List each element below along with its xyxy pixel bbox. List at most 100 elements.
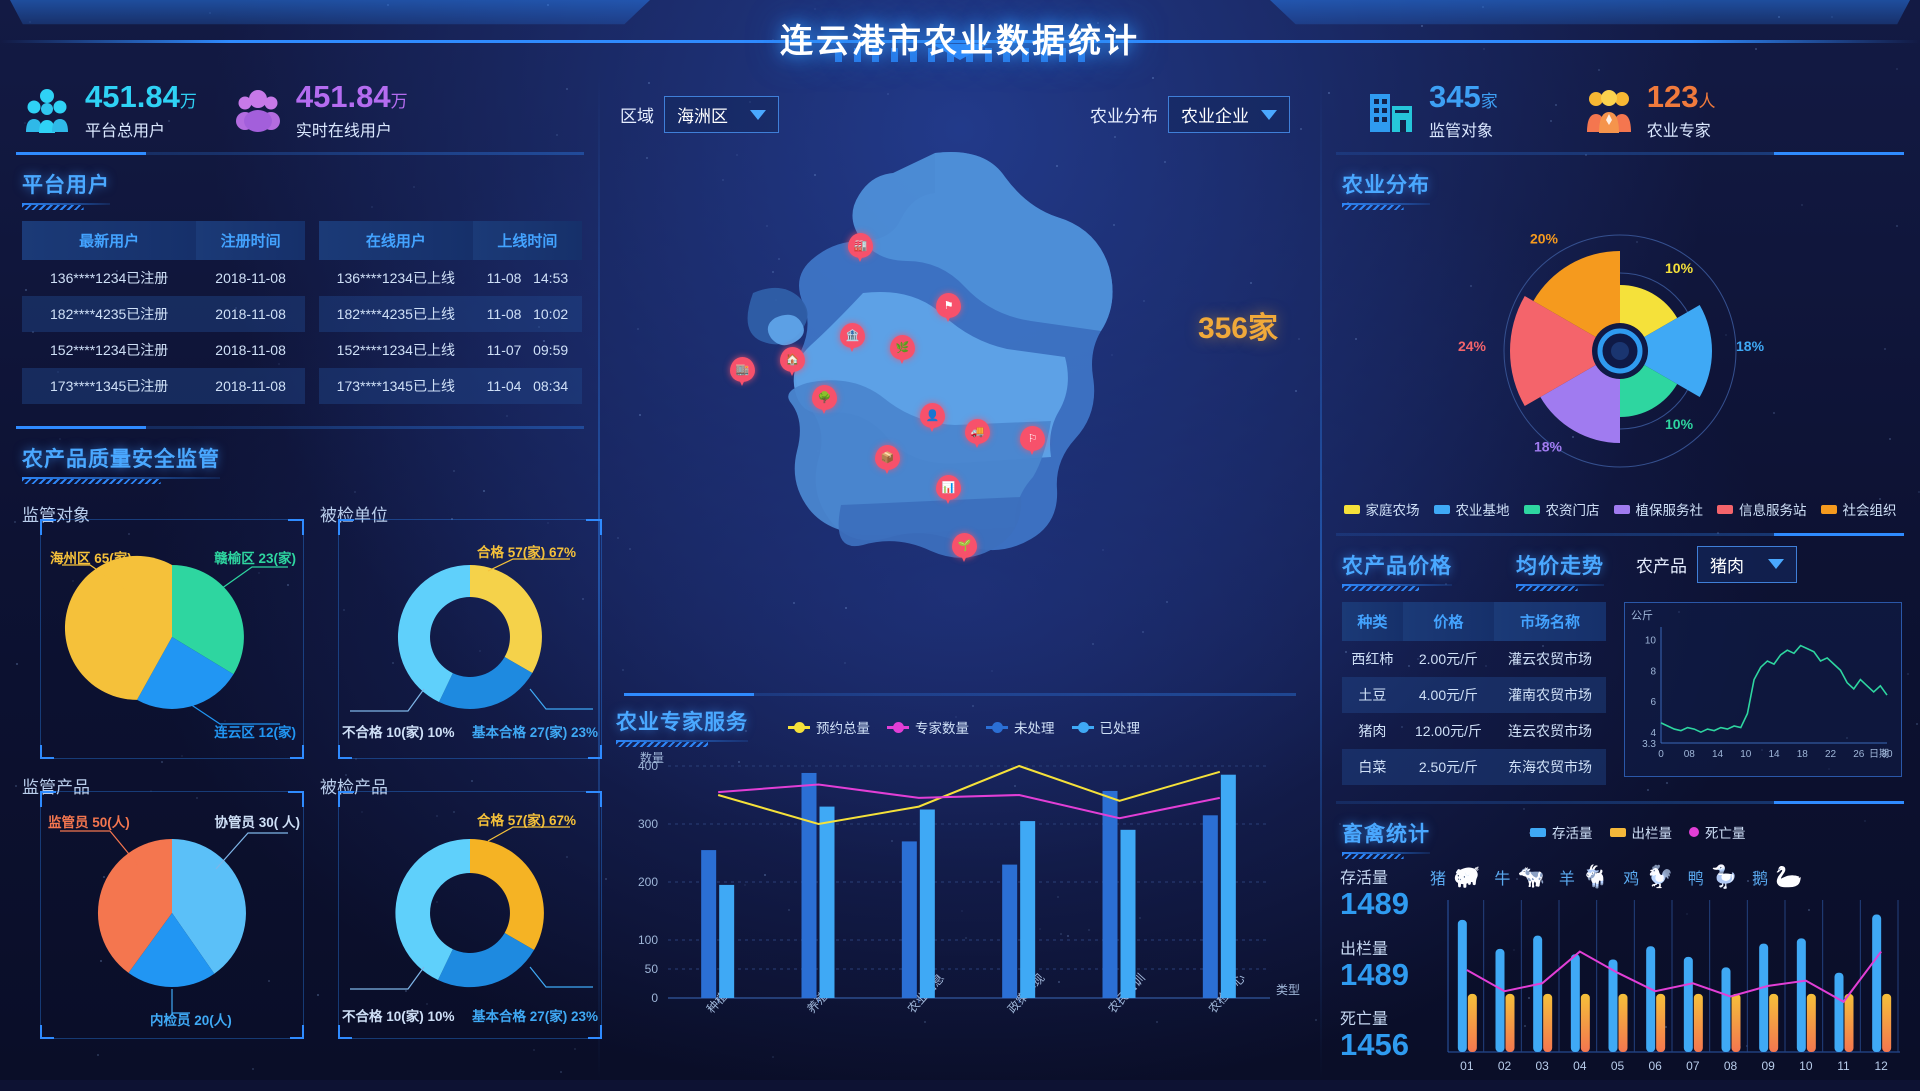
trend-product-dropdown[interactable]: 猪肉 [1697, 546, 1797, 583]
animal-pig-icon[interactable]: 猪 🐖 [1430, 864, 1480, 890]
region-control: 区域 海洲区 [620, 96, 779, 133]
legend-marker [788, 726, 810, 729]
table-row: 白菜 2.50元/斤 东海农贸市场 [1342, 749, 1606, 785]
pie-label-lianyun: 连云区 12(家) [214, 721, 296, 741]
price-table: 种类 价格 市场名称 西红柿 2.00元/斤 灌云农贸市场 土豆 4.00元/斤… [1342, 602, 1606, 785]
trend-product-value: 猪肉 [1710, 552, 1744, 577]
page-title: 连云港市农业数据统计 [780, 14, 1140, 62]
right-kpi-row: 345家 监管对象 123人 农业专家 [1320, 72, 1920, 150]
svg-text:10: 10 [1645, 635, 1657, 646]
cell-user: 173****1345已上线 [319, 368, 473, 404]
legend-label: 出栏量 [1632, 822, 1673, 842]
expert-service-chart: 数量400300200100500类型种植养殖农业信息政策体现农民培训农检中心 [610, 748, 1310, 1078]
distribution-dropdown[interactable]: 农业企业 [1168, 96, 1290, 133]
svg-text:09: 09 [1761, 1059, 1775, 1073]
livestock-stat-label: 出栏量 [1340, 935, 1430, 959]
truck-icon[interactable]: 🚚 [965, 419, 990, 451]
cell-user: 173****1345已注册 [22, 368, 196, 404]
goat-icon: 🐐 [1582, 864, 1609, 890]
legend-label: 专家数量 [915, 717, 969, 737]
cell-time: 2018-11-08 [196, 296, 304, 332]
svg-text:6: 6 [1650, 697, 1656, 708]
svg-text:20%: 20% [1530, 231, 1559, 247]
pie-label-ganyu: 赣榆区 23(家) [214, 547, 296, 567]
livestock-stat-value: 1456 [1340, 1029, 1430, 1062]
tree-icon[interactable]: 🌳 [812, 385, 837, 417]
kpi-online-users: 451.84万 实时在线用户 [233, 81, 408, 141]
title-underline [616, 740, 748, 748]
table-row: 182****4235已上线 11-08 10:02 [319, 296, 582, 332]
section-expert-service: 农业专家服务 [616, 706, 748, 748]
animal-label: 鸭 [1688, 865, 1704, 889]
seed-icon[interactable]: 🌱 [952, 533, 977, 565]
title-underline [22, 203, 110, 211]
chart-icon[interactable]: 📊 [936, 475, 961, 507]
bank-icon[interactable]: 🏦 [840, 323, 865, 355]
svg-text:50: 50 [645, 962, 659, 976]
svg-text:18: 18 [1797, 749, 1809, 760]
home-icon[interactable]: 🏠 [780, 347, 805, 379]
svg-text:11: 11 [1837, 1059, 1850, 1073]
cell-time: 2018-11-08 [196, 260, 304, 296]
chevron-down-icon [1768, 559, 1784, 569]
goose-icon: 🦢 [1775, 864, 1802, 890]
svg-text:01: 01 [1460, 1059, 1474, 1073]
store-icon[interactable]: 🏬 [730, 357, 755, 389]
legend-label: 未处理 [1014, 717, 1055, 737]
animal-duck-icon[interactable]: 鸭 🦆 [1688, 864, 1738, 890]
trend-chart-box: 公斤 10 8 6 4 3.3 0 08 14 10 14 18 22 26 30 日期 [1624, 602, 1902, 777]
col-register-time: 注册时间 [196, 221, 304, 260]
svg-text:07: 07 [1686, 1059, 1700, 1073]
cell-kind: 白菜 [1342, 749, 1403, 785]
header-left-decoration [10, 0, 650, 44]
lianyungang-map[interactable] [600, 133, 1320, 693]
svg-text:0: 0 [651, 991, 658, 1005]
leaf-icon[interactable]: 🌿 [890, 335, 915, 367]
livestock-legend: 存活量 出栏量 死亡量 [1530, 822, 1746, 842]
animal-cow-icon[interactable]: 牛 🐄 [1494, 864, 1544, 890]
livestock-stat-value: 1489 [1340, 888, 1430, 921]
middle-panel: 区域 海洲区 农业分布 农业企业 356家 [600, 72, 1320, 1080]
cell-time: 11-08 14:53 [473, 260, 582, 296]
pie-label-supervisor: 监管员 50(人) [48, 811, 130, 831]
chevron-down-icon [1261, 110, 1277, 120]
flag2-icon[interactable]: ⚐ [1020, 426, 1045, 458]
chart-inspected-products: 合格 57(家) 67% 基本合格 27(家) 23% 不合格 10(家) 10… [338, 791, 602, 1039]
cell-market: 东海农贸市场 [1494, 749, 1606, 785]
kpi-supervised-objects-value: 345家 [1429, 81, 1498, 114]
price-trend-chart: 公斤108643.30 08 14 10 14 18 22 26 30日期 [1625, 603, 1903, 778]
livestock-stat: 死亡量 1456 [1340, 1005, 1430, 1062]
animal-goat-icon[interactable]: 羊 🐐 [1559, 864, 1609, 890]
pig-icon: 🐖 [1453, 864, 1480, 890]
table-row: 土豆 4.00元/斤 灌南农贸市场 [1342, 677, 1606, 713]
cell-price: 4.00元/斤 [1403, 677, 1494, 713]
legend-item: 预约总量 [788, 717, 870, 737]
cell-user: 152****1234已注册 [22, 332, 196, 368]
animal-label: 鹅 [1752, 865, 1768, 889]
kpi-supervised-objects: 345家 监管对象 [1366, 81, 1498, 141]
animal-chicken-icon[interactable]: 鸡 🐓 [1623, 864, 1673, 890]
box-icon[interactable]: 📦 [875, 445, 900, 477]
animal-goose-icon[interactable]: 鹅 🦢 [1752, 864, 1802, 890]
animal-label: 猪 [1430, 865, 1446, 889]
person-icon[interactable]: 👤 [920, 403, 945, 435]
quality-title: 农产品质量安全监管 [22, 448, 220, 471]
svg-text:02: 02 [1498, 1059, 1512, 1073]
flag-icon[interactable]: ⚑ [936, 293, 961, 325]
section-platform-users: 平台用户 [22, 169, 110, 211]
expert-service-title: 农业专家服务 [616, 711, 748, 734]
region-dropdown[interactable]: 海洲区 [664, 96, 779, 133]
cell-market: 连云农贸市场 [1494, 713, 1606, 749]
pie-label-assistant: 协管员 30( 人) [214, 811, 300, 831]
kpi-supervised-objects-label: 监管对象 [1429, 117, 1498, 141]
cell-user: 152****1234已上线 [319, 332, 473, 368]
map-container[interactable]: 356家 🏭 🏦 🏠 🌿 ⚑ [600, 133, 1320, 693]
title-underline [1516, 584, 1604, 592]
dashboard-header: 连云港市农业数据统计 [0, 0, 1920, 72]
trend-selector: 农产品 猪肉 [1636, 546, 1797, 583]
cell-kind: 土豆 [1342, 677, 1403, 713]
table-row: 152****1234已上线 11-07 09:59 [319, 332, 582, 368]
factory-icon[interactable]: 🏭 [848, 233, 873, 265]
svg-text:08: 08 [1724, 1059, 1738, 1073]
table-row: 173****1345已上线 11-04 08:34 [319, 368, 582, 404]
